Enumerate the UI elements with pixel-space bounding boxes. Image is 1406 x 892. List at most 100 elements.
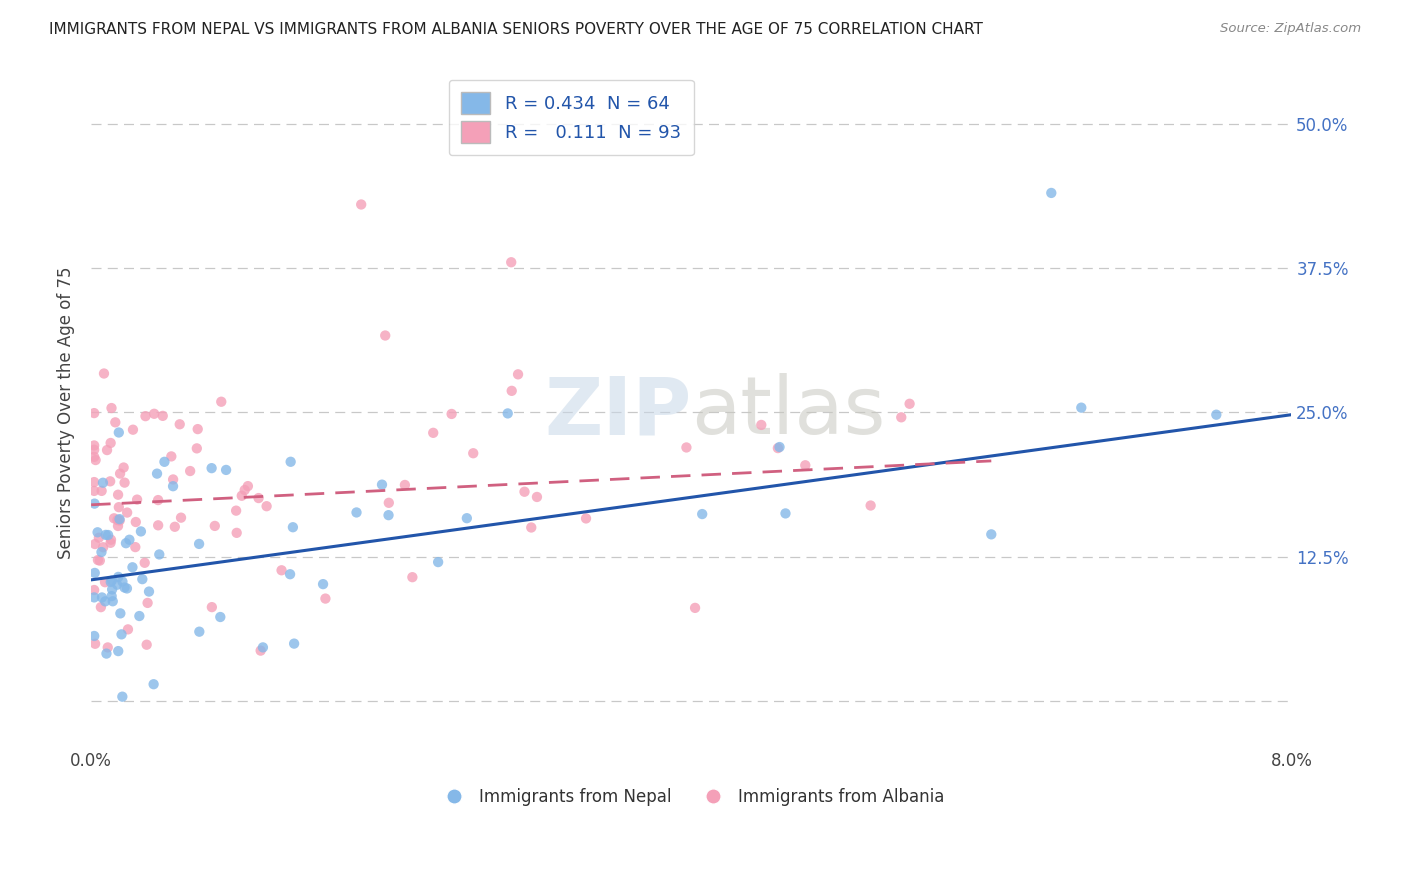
Point xyxy=(108,467,131,481)
Point xyxy=(378,496,401,510)
Point xyxy=(898,397,921,411)
Point xyxy=(100,436,122,450)
Point xyxy=(146,493,169,508)
Y-axis label: Seniors Poverty Over the Age of 75: Seniors Poverty Over the Age of 75 xyxy=(58,266,75,558)
Point xyxy=(209,394,232,409)
Point xyxy=(201,600,224,615)
Point xyxy=(163,520,186,534)
Point xyxy=(138,584,160,599)
Point xyxy=(114,475,136,490)
Point xyxy=(170,510,193,524)
Point xyxy=(280,455,302,469)
Point xyxy=(188,537,211,551)
Point xyxy=(146,518,169,533)
Point xyxy=(115,536,138,550)
Point xyxy=(394,478,416,492)
Point xyxy=(104,415,127,429)
Point xyxy=(247,491,270,505)
Point xyxy=(83,629,105,643)
Point xyxy=(281,520,304,534)
Point xyxy=(314,591,336,606)
Point xyxy=(83,450,105,464)
Point xyxy=(110,627,132,641)
Point xyxy=(107,570,129,584)
Point xyxy=(201,461,224,475)
Point xyxy=(520,520,543,534)
Point xyxy=(103,511,125,525)
Point xyxy=(87,531,110,545)
Point xyxy=(422,425,444,440)
Point xyxy=(215,463,238,477)
Point xyxy=(456,511,478,525)
Point xyxy=(768,440,790,454)
Point xyxy=(108,513,131,527)
Point xyxy=(134,409,156,424)
Point xyxy=(101,594,124,608)
Point xyxy=(496,406,519,420)
Point xyxy=(87,553,110,567)
Text: atlas: atlas xyxy=(692,374,886,451)
Point xyxy=(153,455,176,469)
Point xyxy=(162,472,184,486)
Point xyxy=(90,483,112,498)
Point xyxy=(105,577,128,591)
Point xyxy=(100,536,122,550)
Point xyxy=(115,582,138,596)
Point xyxy=(231,489,253,503)
Point xyxy=(96,443,118,458)
Point xyxy=(108,512,131,526)
Point xyxy=(83,566,105,580)
Point xyxy=(110,607,132,621)
Text: ZIP: ZIP xyxy=(544,374,692,451)
Point xyxy=(127,492,149,507)
Point xyxy=(83,406,105,420)
Text: Source: ZipAtlas.com: Source: ZipAtlas.com xyxy=(1220,22,1361,36)
Point xyxy=(463,446,485,460)
Point xyxy=(283,637,305,651)
Point xyxy=(270,563,292,577)
Point xyxy=(107,519,129,533)
Point xyxy=(90,600,112,615)
Point xyxy=(111,690,134,704)
Point xyxy=(121,560,143,574)
Point xyxy=(90,545,112,559)
Point xyxy=(179,464,201,478)
Point xyxy=(129,524,152,539)
Point xyxy=(188,624,211,639)
Point xyxy=(101,582,124,597)
Point xyxy=(84,453,107,467)
Point xyxy=(117,623,139,637)
Point xyxy=(148,548,170,562)
Point xyxy=(143,407,166,421)
Point xyxy=(683,600,706,615)
Point xyxy=(112,460,135,475)
Point xyxy=(125,515,148,529)
Point xyxy=(131,572,153,586)
Point xyxy=(501,384,523,398)
Point xyxy=(225,525,247,540)
Point xyxy=(1070,401,1092,415)
Point xyxy=(350,197,373,211)
Point xyxy=(794,458,817,473)
Point xyxy=(100,589,122,603)
Point xyxy=(118,533,141,547)
Point xyxy=(890,410,912,425)
Point xyxy=(233,483,256,497)
Point xyxy=(501,255,523,269)
Point xyxy=(506,368,529,382)
Point xyxy=(84,537,107,551)
Point xyxy=(86,525,108,540)
Point xyxy=(97,528,120,542)
Point xyxy=(83,438,105,452)
Point xyxy=(401,570,423,584)
Point xyxy=(256,499,278,513)
Point xyxy=(278,567,301,582)
Point xyxy=(107,644,129,658)
Point xyxy=(859,499,882,513)
Point xyxy=(124,540,146,554)
Point xyxy=(377,508,399,523)
Point xyxy=(108,425,131,440)
Point xyxy=(1205,408,1227,422)
Point xyxy=(94,528,117,542)
Point xyxy=(142,677,165,691)
